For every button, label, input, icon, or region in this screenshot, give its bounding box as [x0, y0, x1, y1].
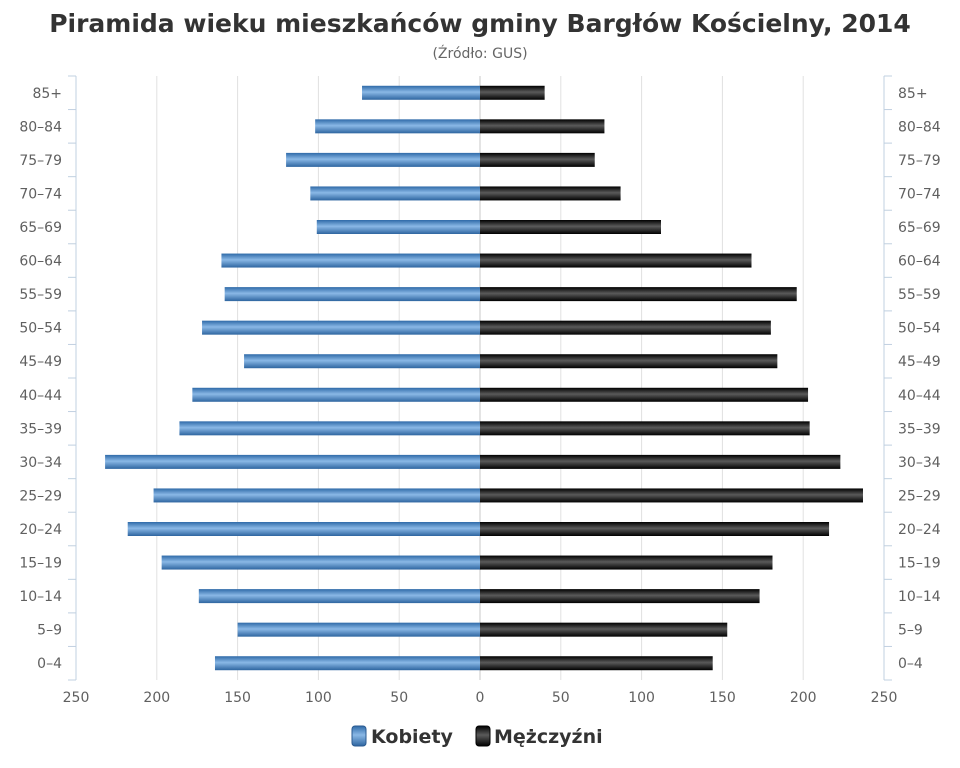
bar-mezczyzni[interactable]: [480, 220, 661, 234]
age-label-left: 10–14: [19, 589, 62, 605]
bar-mezczyzni[interactable]: [480, 152, 595, 167]
age-label-left: 0–4: [37, 656, 62, 672]
age-label-right: 5–9: [898, 623, 923, 639]
x-axis-ticks: 250 200 150 100 50 0 50 100 150 200 250: [63, 690, 898, 706]
age-label-left: 30–34: [19, 455, 62, 471]
age-label-left: 45–49: [19, 354, 62, 370]
bar-mezczyzni[interactable]: [480, 589, 760, 604]
age-label-left: 25–29: [19, 488, 62, 504]
bar-mezczyzni[interactable]: [480, 85, 545, 100]
bar-mezczyzni[interactable]: [480, 421, 810, 436]
bar-mezczyzni[interactable]: [480, 387, 809, 402]
bar-kobiety[interactable]: [161, 555, 480, 570]
age-label-left: 40–44: [19, 388, 62, 404]
age-label-right: 60–64: [898, 254, 941, 270]
age-label-left: 85+: [32, 86, 62, 102]
bar-mezczyzni[interactable]: [480, 555, 773, 570]
age-label-right: 15–19: [898, 556, 941, 572]
bar-kobiety[interactable]: [244, 354, 480, 369]
age-label-right: 40–44: [898, 388, 941, 404]
bar-kobiety[interactable]: [214, 656, 480, 671]
bar-kobiety[interactable]: [105, 454, 480, 469]
chart-title: Piramida wieku mieszkańców gminy Bargłów…: [49, 9, 911, 38]
bar-mezczyzni[interactable]: [480, 287, 797, 302]
bar-kobiety[interactable]: [315, 119, 480, 134]
bar-kobiety[interactable]: [202, 320, 480, 335]
age-label-right: 20–24: [898, 522, 941, 538]
age-label-right: 80–84: [898, 119, 941, 135]
bar-mezczyzni[interactable]: [480, 656, 713, 671]
x-tick-label: 200: [790, 690, 817, 706]
age-label-left: 70–74: [19, 186, 62, 202]
age-label-left: 60–64: [19, 254, 62, 270]
bar-kobiety[interactable]: [192, 387, 481, 402]
chart-subtitle: (Źródło: GUS): [432, 44, 527, 62]
age-label-left: 35–39: [19, 421, 62, 437]
x-tick-label: 250: [63, 690, 90, 706]
x-tick-label: 50: [390, 690, 408, 706]
bar-kobiety[interactable]: [221, 253, 480, 268]
bar-kobiety[interactable]: [310, 186, 480, 201]
age-labels-right: 85+ 80–84 75–79 70–74 65–69 60–64 55–59 50–54 45…: [898, 86, 941, 672]
age-label-right: 10–14: [898, 589, 941, 605]
bars: [105, 85, 863, 671]
bar-mezczyzni[interactable]: [480, 320, 771, 335]
bar-mezczyzni[interactable]: [480, 454, 841, 469]
age-label-left: 65–69: [19, 220, 62, 236]
legend[interactable]: Kobiety Mężczyźni: [351, 725, 603, 748]
age-label-right: 50–54: [898, 321, 941, 337]
grid-lines: [68, 75, 892, 681]
age-label-right: 55–59: [898, 287, 941, 303]
age-label-right: 75–79: [898, 153, 941, 169]
age-label-right: 25–29: [898, 488, 941, 504]
age-label-left: 20–24: [19, 522, 62, 538]
bar-mezczyzni[interactable]: [480, 119, 605, 134]
bar-mezczyzni[interactable]: [480, 622, 728, 637]
age-label-left: 75–79: [19, 153, 62, 169]
legend-label-mezczyzni: Mężczyźni: [494, 726, 603, 748]
x-tick-label: 50: [552, 690, 570, 706]
age-label-right: 70–74: [898, 186, 941, 202]
bar-mezczyzni[interactable]: [480, 488, 863, 503]
legend-label-kobiety: Kobiety: [371, 726, 454, 748]
bar-mezczyzni[interactable]: [480, 186, 621, 201]
x-tick-label: 150: [224, 690, 251, 706]
bar-kobiety[interactable]: [224, 287, 480, 302]
bar-mezczyzni[interactable]: [480, 253, 752, 268]
bar-kobiety[interactable]: [286, 152, 480, 167]
x-tick-label: 250: [871, 690, 898, 706]
bar-mezczyzni[interactable]: [480, 354, 778, 369]
bar-kobiety[interactable]: [179, 421, 480, 436]
age-label-right: 45–49: [898, 354, 941, 370]
bar-kobiety[interactable]: [237, 622, 480, 637]
age-label-left: 50–54: [19, 321, 62, 337]
legend-swatch-mezczyzni: [475, 725, 491, 747]
age-label-right: 65–69: [898, 220, 941, 236]
age-label-right: 35–39: [898, 421, 941, 437]
age-label-left: 5–9: [37, 623, 62, 639]
age-label-right: 0–4: [898, 656, 923, 672]
legend-item-kobiety[interactable]: Kobiety: [351, 725, 454, 748]
age-label-left: 15–19: [19, 556, 62, 572]
legend-swatch-kobiety: [351, 725, 367, 747]
bar-kobiety[interactable]: [316, 220, 480, 234]
x-tick-label: 0: [476, 690, 485, 706]
bar-kobiety[interactable]: [362, 85, 480, 100]
bar-kobiety[interactable]: [153, 488, 480, 503]
age-label-left: 80–84: [19, 119, 62, 135]
x-tick-label: 100: [628, 690, 655, 706]
age-label-right: 30–34: [898, 455, 941, 471]
legend-item-mezczyzni[interactable]: Mężczyźni: [475, 725, 603, 748]
age-labels-left: 85+ 80–84 75–79 70–74 65–69 60–64 55–59 50–54 45…: [19, 86, 62, 672]
age-label-right: 85+: [898, 86, 928, 102]
age-label-left: 55–59: [19, 287, 62, 303]
bar-kobiety[interactable]: [198, 589, 481, 604]
bar-mezczyzni[interactable]: [480, 522, 830, 536]
bar-kobiety[interactable]: [127, 522, 480, 536]
x-tick-label: 100: [305, 690, 332, 706]
x-tick-label: 150: [709, 690, 736, 706]
x-tick-label: 200: [143, 690, 170, 706]
